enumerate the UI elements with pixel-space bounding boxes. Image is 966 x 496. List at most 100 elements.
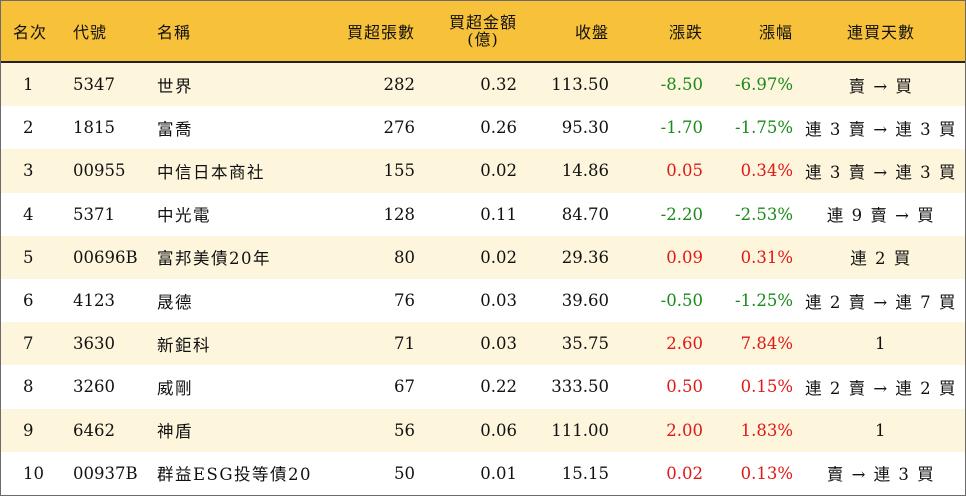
cell-close: 29.36 [561,247,609,267]
cell-pct: 0.13% [740,463,793,483]
cell-volume: 67 [394,377,415,397]
cell-days: 連 3 賣 → 連 3 買 [805,119,957,139]
cell-close: 113.50 [551,75,609,95]
cell-amount: 0.32 [480,75,517,95]
cell-rank: 1 [23,75,34,95]
cell-change: 0.02 [666,463,703,483]
cell-pct: 0.31% [740,247,793,267]
cell-pct: -2.53% [735,204,793,224]
cell-name: 中光電 [157,206,211,226]
table-row: 1 5347 世界 282 0.32 113.50 -8.50 -6.97% 賣… [1,63,965,107]
cell-name: 世界 [157,76,193,96]
cell-volume: 71 [394,334,415,354]
cell-name: 威剛 [157,378,193,398]
cell-name: 群益ESG投等債20 [157,465,313,485]
cell-code: 00696B [73,247,138,267]
header-pct: 漲幅 [758,23,793,42]
cell-change: -1.70 [660,118,703,138]
cell-change: 0.09 [666,247,703,267]
cell-code: 00937B [73,463,138,483]
header-volume: 買超張數 [346,23,415,42]
cell-pct: 0.34% [740,161,793,181]
cell-name: 富喬 [157,119,193,139]
cell-amount: 0.03 [480,291,517,311]
cell-change: 0.05 [666,161,703,181]
header-name: 名稱 [157,23,192,42]
cell-code: 5371 [73,204,115,224]
cell-amount: 0.06 [480,420,517,440]
cell-volume: 50 [394,463,415,483]
cell-volume: 56 [394,420,415,440]
cell-volume: 155 [383,161,416,181]
cell-change: 2.60 [666,334,703,354]
table-body: 1 5347 世界 282 0.32 113.50 -8.50 -6.97% 賣… [1,63,965,495]
cell-volume: 76 [394,291,415,311]
cell-code: 1815 [73,118,115,138]
cell-days: 1 [875,420,887,440]
cell-change: 2.00 [666,420,703,440]
header-code: 代號 [73,23,108,42]
cell-pct: -1.25% [735,291,793,311]
header-amount-line1: 買超金額 [448,12,517,32]
header-amount: 買超金額 (億) [419,14,521,49]
cell-close: 35.75 [561,334,609,354]
table-row: 8 3260 威剛 67 0.22 333.50 0.50 0.15% 連 2 … [1,365,965,409]
cell-name: 晟德 [157,292,193,312]
cell-change: -2.20 [660,204,703,224]
cell-amount: 0.02 [480,247,517,267]
cell-name: 新鉅科 [157,335,211,355]
cell-close: 15.15 [561,463,609,483]
cell-pct: -1.75% [735,118,793,138]
cell-rank: 8 [23,377,34,397]
cell-rank: 4 [23,204,34,224]
table-row: 7 3630 新鉅科 71 0.03 35.75 2.60 7.84% 1 [1,322,965,366]
cell-pct: 1.83% [740,420,793,440]
cell-days: 連 9 賣 → 買 [826,206,936,226]
cell-amount: 0.02 [480,161,517,181]
table-row: 4 5371 中光電 128 0.11 84.70 -2.20 -2.53% 連… [1,192,965,236]
cell-rank: 10 [23,463,44,483]
cell-rank: 7 [23,334,34,354]
cell-amount: 0.11 [480,204,517,224]
table-row: 3 00955 中信日本商社 155 0.02 14.86 0.05 0.34%… [1,149,965,193]
table-row: 2 1815 富喬 276 0.26 95.30 -1.70 -1.75% 連 … [1,106,965,150]
cell-rank: 3 [23,161,34,181]
cell-days: 連 3 賣 → 連 3 買 [805,162,957,182]
cell-days: 連 2 賣 → 連 7 買 [805,292,957,312]
header-amount-line2: (億) [467,29,499,49]
cell-change: -8.50 [660,75,703,95]
cell-amount: 0.26 [480,118,517,138]
cell-code: 3260 [73,377,115,397]
table-row: 6 4123 晟德 76 0.03 39.60 -0.50 -1.25% 連 2… [1,278,965,323]
cell-close: 14.86 [561,161,609,181]
cell-days: 連 2 賣 → 連 2 買 [805,378,957,398]
cell-days: 1 [875,334,887,354]
cell-days: 賣 → 買 [848,76,914,96]
header-close: 收盤 [574,23,609,42]
cell-rank: 9 [23,420,34,440]
header-days: 連買天數 [846,23,915,42]
cell-code: 4123 [73,291,115,311]
cell-rank: 2 [23,118,34,138]
cell-name: 富邦美債20年 [157,249,271,269]
cell-change: 0.50 [666,377,703,397]
table-header: 名次 代號 名稱 買超張數 買超金額 (億) 收盤 漲跌 漲幅 連買天數 [1,1,965,63]
cell-name: 中信日本商社 [157,162,265,182]
cell-volume: 128 [383,204,416,224]
cell-volume: 80 [394,247,415,267]
cell-code: 3630 [73,334,115,354]
header-rank: 名次 [13,23,48,42]
cell-amount: 0.03 [480,334,517,354]
cell-close: 39.60 [561,291,609,311]
cell-amount: 0.01 [480,463,517,483]
cell-rank: 6 [23,291,34,311]
table-row: 10 00937B 群益ESG投等債20 50 0.01 15.15 0.02 … [1,451,965,495]
cell-pct: 7.84% [740,334,793,354]
cell-amount: 0.22 [480,377,517,397]
cell-rank: 5 [23,247,34,267]
cell-close: 111.00 [551,420,609,440]
cell-code: 00955 [73,161,126,181]
cell-days: 連 2 買 [850,249,912,269]
table-row: 5 00696B 富邦美債20年 80 0.02 29.36 0.09 0.31… [1,235,965,279]
